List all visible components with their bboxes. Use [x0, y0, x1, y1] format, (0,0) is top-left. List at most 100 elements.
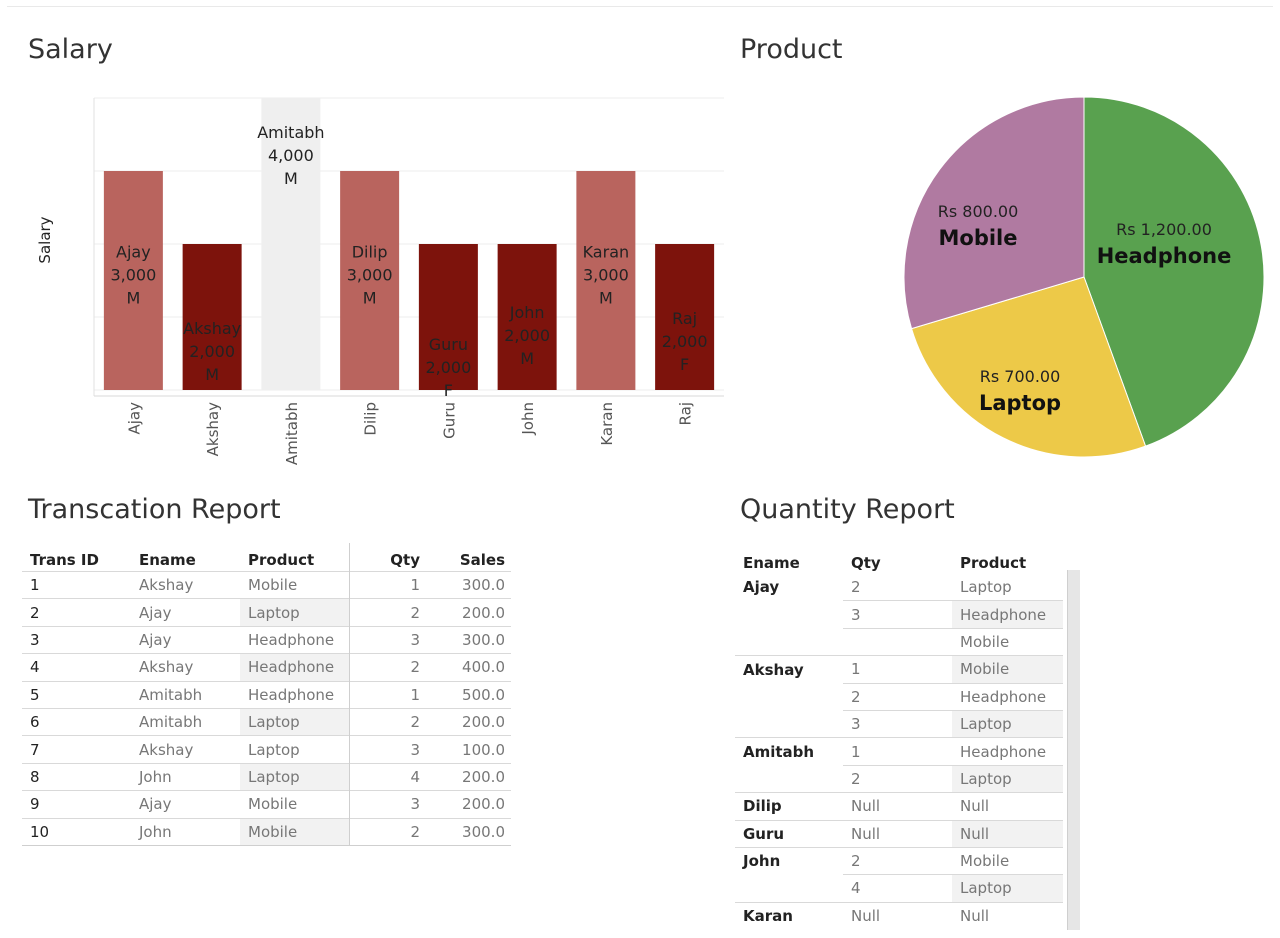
transaction-cell: John	[131, 762, 240, 791]
quantity-cell: Laptop	[952, 874, 1063, 903]
table-row: Amitabh 1 Headphone	[735, 737, 1063, 766]
table-row: 6 Amitabh Laptop 2 200.0	[22, 707, 511, 736]
quantity-cell: Null	[952, 901, 1063, 930]
transaction-cell: 2	[349, 707, 426, 736]
pie-slice-label: Headphone	[1097, 244, 1232, 268]
salary-bar-label: F	[680, 355, 689, 374]
quantity-table-scrollbar[interactable]	[1067, 570, 1080, 930]
transaction-cell: 2	[22, 598, 131, 627]
quantity-cell: 2	[843, 764, 952, 793]
salary-bar-label: M	[599, 289, 613, 308]
transaction-cell: 6	[22, 707, 131, 736]
salary-bar-label: M	[205, 365, 219, 384]
transaction-cell: 500.0	[426, 680, 511, 709]
transaction-header[interactable]: Product	[248, 551, 315, 569]
transaction-cell: 3	[349, 625, 426, 654]
transaction-cell: Akshay	[131, 735, 240, 764]
salary-bar[interactable]	[418, 244, 478, 390]
table-row: 4 Akshay Headphone 2 400.0	[22, 653, 511, 682]
transaction-cell: 1	[349, 570, 426, 599]
quantity-cell: 2	[851, 578, 861, 597]
quantity-cell: 2	[843, 846, 952, 875]
salary-bar[interactable]	[182, 244, 242, 390]
transaction-cell: 300.0	[426, 625, 511, 654]
quantity-cell	[843, 627, 952, 656]
quantity-header[interactable]: Product	[960, 554, 1027, 572]
table-row: John 2 Mobile	[735, 846, 1063, 875]
transaction-cell: 8	[22, 762, 131, 791]
top-divider	[7, 6, 1273, 7]
quantity-cell: 1	[843, 655, 952, 684]
salary-x-tick-label: Amitabh	[283, 402, 301, 465]
quantity-cell: Null	[843, 792, 952, 821]
salary-bar[interactable]	[261, 98, 321, 390]
quantity-cell	[735, 683, 843, 710]
salary-bar-label: Dilip	[352, 243, 388, 262]
pie-slice-headphone[interactable]	[1083, 96, 1265, 447]
transaction-cell: 1	[22, 570, 131, 599]
salary-bar-label: John	[509, 303, 545, 322]
salary-bar-chart[interactable]: Salary Ajay 3,000 M Ajay Akshay 2,000 M Akshay Am…	[0, 80, 730, 470]
quantity-cell: Karan	[735, 901, 843, 930]
salary-title: Salary	[28, 34, 113, 65]
transaction-cell: 3	[349, 790, 426, 819]
pie-slice-label: Laptop	[979, 391, 1061, 415]
salary-bar[interactable]	[103, 171, 163, 390]
transaction-cell: Laptop	[240, 598, 350, 627]
salary-bar-label: 2,000	[504, 326, 550, 345]
transaction-cell: Akshay	[131, 570, 240, 599]
salary-bar[interactable]	[576, 171, 636, 390]
transaction-cell: 300.0	[426, 817, 511, 846]
product-pie-chart[interactable]: Rs 1,200.00 Headphone Rs 700.00 Laptop Rs 80…	[880, 80, 1280, 470]
salary-bar[interactable]	[497, 244, 557, 390]
salary-bar-label: M	[284, 169, 298, 188]
quantity-cell: Mobile	[952, 655, 1063, 684]
transaction-cell: Laptop	[240, 762, 350, 791]
salary-bar[interactable]	[340, 171, 400, 390]
transaction-cell: Laptop	[240, 735, 350, 764]
quantity-cell: John	[735, 846, 843, 875]
transaction-cell: 300.0	[426, 570, 511, 599]
pie-slice-laptop[interactable]	[910, 276, 1147, 458]
salary-x-tick-label: Raj	[677, 402, 695, 425]
salary-bar-label: M	[520, 349, 534, 368]
transaction-cell: Mobile	[240, 570, 350, 599]
transaction-cell: 2	[349, 653, 426, 682]
transaction-cell: Mobile	[240, 790, 350, 819]
table-row: Dilip Null Null	[735, 792, 1063, 821]
salary-bar-label: 3,000	[583, 266, 629, 285]
transaction-cell: Amitabh	[131, 707, 240, 736]
salary-bar-label: M	[126, 289, 140, 308]
transaction-cell: Headphone	[240, 653, 350, 682]
quantity-header[interactable]: Qty	[851, 554, 881, 572]
transaction-cell: 200.0	[426, 707, 511, 736]
quantity-header[interactable]: Ename	[743, 554, 800, 572]
salary-bar-label: Karan	[583, 243, 630, 262]
salary-bar-label: Amitabh	[257, 123, 324, 142]
salary-bar-label: 2,000	[425, 358, 471, 377]
salary-y-axis-label: Salary	[36, 216, 54, 263]
quantity-cell	[735, 875, 843, 902]
table-row: Ajay 2 Laptop	[735, 574, 1063, 601]
pie-slice-mobile[interactable]	[903, 96, 1085, 330]
transaction-cell: 200.0	[426, 762, 511, 791]
quantity-cell: 2	[843, 682, 952, 711]
salary-bar-label: Ajay	[116, 243, 151, 262]
quantity-cell: 3	[843, 709, 952, 738]
pie-slice-amount: Rs 1,200.00	[1116, 220, 1212, 239]
quantity-cell: Laptop	[960, 578, 1012, 597]
salary-bar-label: 2,000	[662, 332, 708, 351]
transaction-cell: 100.0	[426, 735, 511, 764]
transaction-header[interactable]: Ename	[139, 551, 196, 569]
transaction-header[interactable]: Sales	[459, 551, 505, 569]
transaction-cell: 3	[22, 625, 131, 654]
salary-bar[interactable]	[655, 244, 715, 390]
quantity-cell: Mobile	[952, 627, 1063, 656]
transaction-report-title: Transcation Report	[28, 494, 281, 525]
quantity-table: Ename Qty Product Ajay 2 Laptop 3 Headphone Mob…	[735, 546, 1063, 930]
transaction-cell: Headphone	[240, 625, 350, 654]
transaction-header[interactable]: Qty	[349, 543, 426, 572]
transaction-cell: Headphone	[240, 680, 350, 709]
transaction-header[interactable]: Trans ID	[30, 551, 99, 569]
transaction-cell: 400.0	[426, 653, 511, 682]
